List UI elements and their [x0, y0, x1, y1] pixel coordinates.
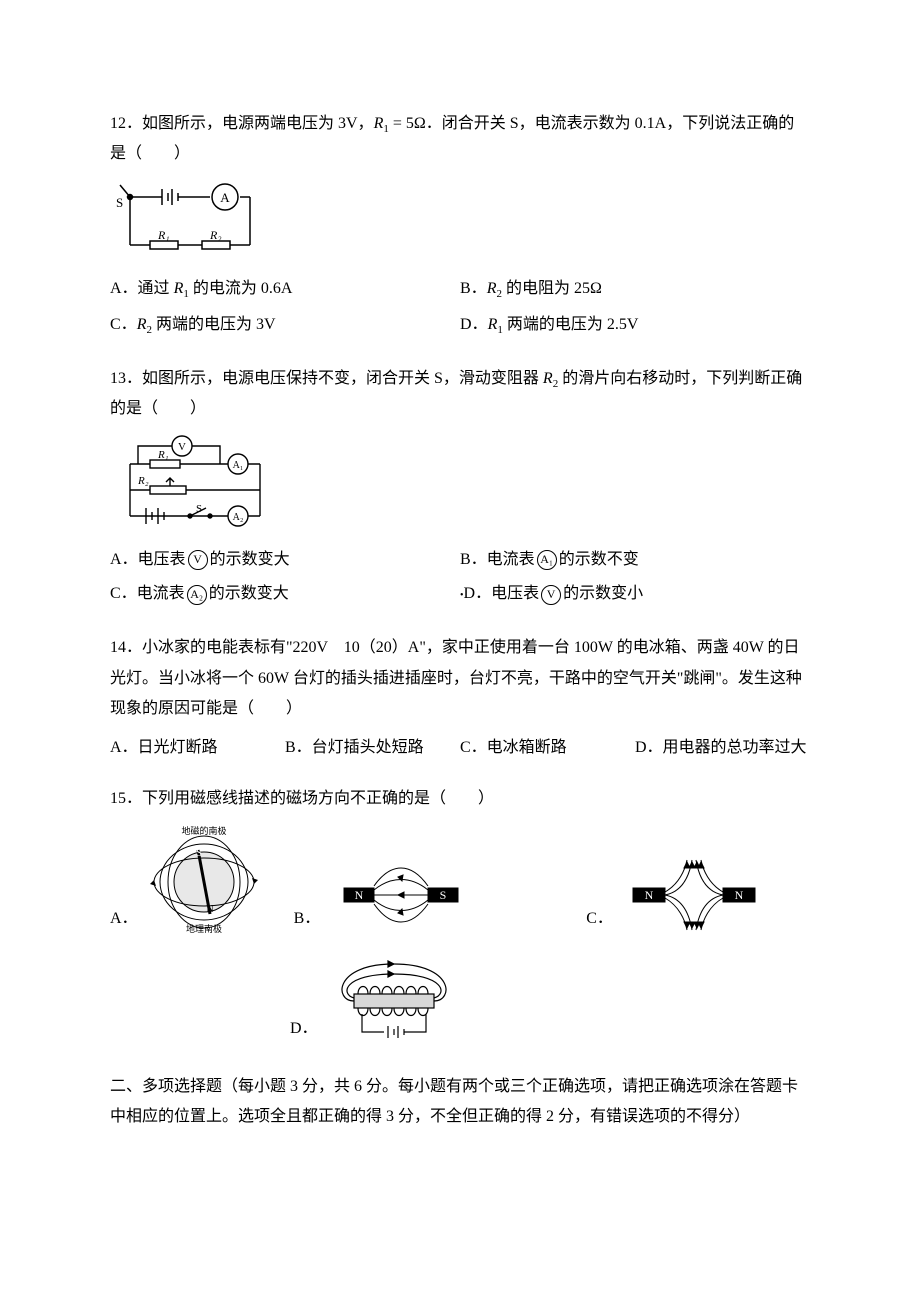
q13-opt-d: •D．电压表V的示数变小	[460, 580, 810, 609]
q13-options: A．电压表V的示数变大 B．电流表A₁的示数不变 C．电流表A₂的示数变大 •D…	[110, 546, 810, 616]
q14-opt-c: C．电冰箱断路	[460, 734, 635, 763]
q14-opt-b: B．台灯插头处短路	[285, 734, 460, 763]
svg-text:A₁: A₁	[233, 460, 244, 471]
ammeter1-icon: A₁	[537, 550, 557, 570]
question-13: 13．如图所示，电源电压保持不变，闭合开关 S，滑动变阻器 R2 的滑片向右移动…	[110, 365, 810, 615]
svg-text:S: S	[440, 888, 447, 902]
q12-stem: 12．如图所示，电源两端电压为 3V，R1 = 5Ω．闭合开关 S，电流表示数为…	[110, 110, 810, 169]
q15-fig-a: A． 地磁的南极 S N 地理南极	[110, 824, 264, 934]
ammeter2-icon: A₂	[187, 585, 207, 605]
q12-options: A．通过 R1 的电流为 0.6A B．R2 的电阻为 25Ω C．R2 两端的…	[110, 275, 810, 347]
q14-num: 14	[110, 639, 126, 656]
svg-text:N: N	[735, 888, 744, 902]
svg-text:R₂: R₂	[209, 228, 222, 242]
q15-stem: 15．下列用磁感线描述的磁场方向不正确的是（ ）	[110, 785, 810, 814]
q15-figures: A． 地磁的南极 S N 地理南极 B．	[110, 824, 810, 944]
q15-fig-c: C．	[586, 854, 769, 934]
q15-fig-b: B． N S	[294, 854, 477, 934]
q14-opt-a: A．日光灯断路	[110, 734, 285, 763]
q12-eq1: = 5Ω	[389, 115, 426, 132]
q14-opt-d: D．用电器的总功率过大	[635, 734, 810, 763]
q12-opt-d: D．R1 两端的电压为 2.5V	[460, 311, 810, 341]
question-14: 14．小冰家的电能表标有"220V 10（20）A"，家中正使用着一台 100W…	[110, 633, 810, 767]
q12-stem-a: ．如图所示，电源两端电压为 3V，	[126, 115, 374, 132]
svg-text:R₁: R₁	[157, 449, 169, 461]
q15-fig-d: D．	[290, 954, 464, 1044]
svg-text:地磁的南极: 地磁的南极	[181, 825, 226, 836]
q13-var1: R	[543, 370, 553, 387]
q12-var1: R	[374, 115, 384, 132]
question-12: 12．如图所示，电源两端电压为 3V，R1 = 5Ω．闭合开关 S，电流表示数为…	[110, 110, 810, 347]
svg-text:N: N	[206, 904, 213, 915]
section-2-heading: 二、多项选择题（每小题 3 分，共 6 分。每小题有两个或三个正确选项，请把正确…	[110, 1072, 810, 1133]
question-15: 15．下列用磁感线描述的磁场方向不正确的是（ ） A． 地磁的南极 S N 地理…	[110, 785, 810, 1054]
q13-opt-b: B．电流表A₁的示数不变	[460, 546, 810, 575]
voltmeter-icon: V	[541, 585, 561, 605]
svg-text:A₂: A₂	[233, 512, 244, 523]
svg-text:V: V	[178, 441, 186, 453]
voltmeter-icon: V	[188, 550, 208, 570]
q12-opt-c: C．R2 两端的电压为 3V	[110, 311, 460, 341]
svg-text:N: N	[645, 888, 654, 902]
svg-text:R₂: R₂	[137, 475, 149, 487]
q13-stem-a: ．如图所示，电源电压保持不变，闭合开关 S，滑动变阻器	[126, 370, 543, 387]
q15-num: 15	[110, 790, 126, 807]
q13-num: 13	[110, 370, 126, 387]
q15-fig-d-row: D．	[290, 954, 810, 1054]
q13-opt-a: A．电压表V的示数变大	[110, 546, 460, 575]
svg-text:S: S	[196, 848, 202, 859]
q12-s-label: S	[116, 195, 123, 210]
q13-opt-c: C．电流表A₂的示数变大	[110, 580, 460, 609]
svg-text:N: N	[355, 888, 364, 902]
svg-text:地理南极: 地理南极	[186, 923, 222, 934]
q12-num: 12	[110, 115, 126, 132]
svg-text:A: A	[220, 190, 230, 205]
q14-stem: 14．小冰家的电能表标有"220V 10（20）A"，家中正使用着一台 100W…	[110, 633, 810, 724]
q13-circuit: V A₁ A₂ R₁ R₂ S	[110, 434, 810, 534]
q14-options: A．日光灯断路 B．台灯插头处短路 C．电冰箱断路 D．用电器的总功率过大	[110, 734, 810, 767]
q12-opt-a: A．通过 R1 的电流为 0.6A	[110, 275, 460, 305]
q12-opt-b: B．R2 的电阻为 25Ω	[460, 275, 810, 305]
svg-text:R₁: R₁	[157, 228, 170, 242]
q12-circuit: A S R₁ R₂	[110, 179, 810, 263]
q13-stem: 13．如图所示，电源电压保持不变，闭合开关 S，滑动变阻器 R2 的滑片向右移动…	[110, 365, 810, 424]
svg-text:S: S	[196, 503, 202, 515]
